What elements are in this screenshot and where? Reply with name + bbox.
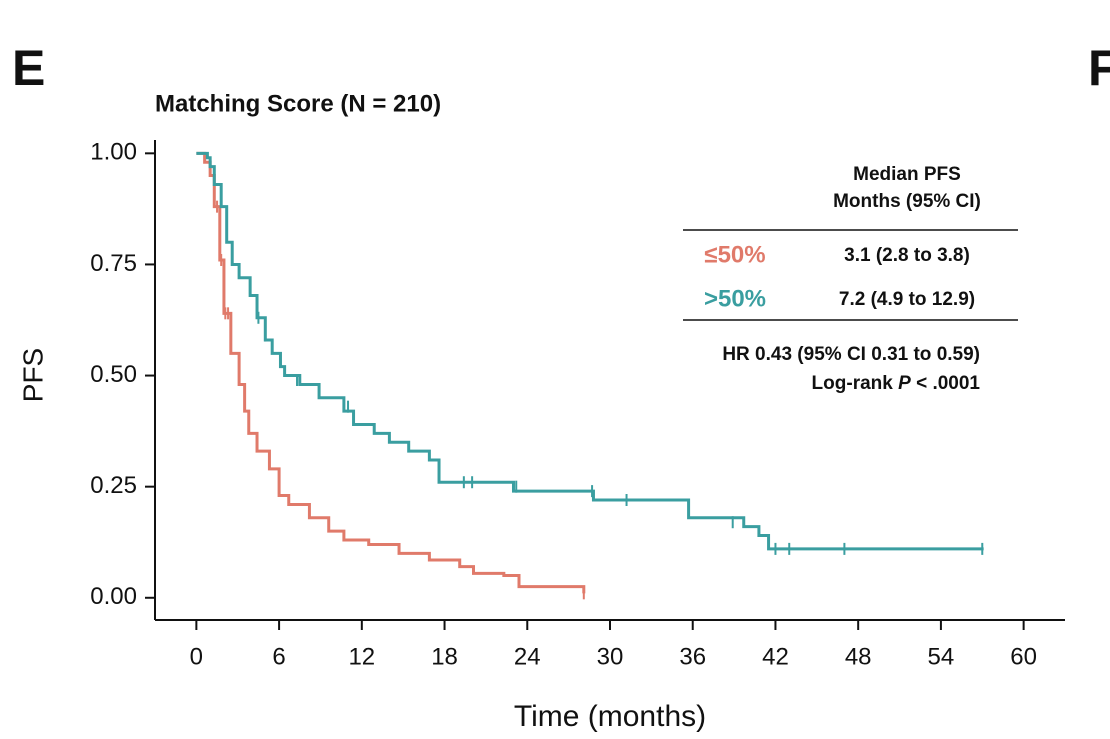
log-rank-suffix: < .0001 — [916, 373, 980, 394]
x-tick-label: 36 — [679, 643, 706, 670]
x-tick-label: 48 — [845, 643, 872, 670]
median-value: 3.1 (2.8 to 3.8) — [844, 245, 970, 266]
table-header: Months (95% CI) — [833, 191, 981, 212]
x-axis-label: Time (months) — [514, 700, 706, 733]
x-tick-label: 0 — [190, 643, 203, 670]
panel-label: F — [1088, 40, 1110, 96]
x-tick-label: 30 — [597, 643, 624, 670]
hr-text: HR 0.43 (95% CI 0.31 to 0.59) — [722, 344, 980, 365]
x-tick-label: 60 — [1010, 643, 1037, 670]
chart-title: Matching Score (N = 210) — [155, 90, 441, 117]
log-rank-p: P — [898, 373, 911, 394]
x-tick-label: 6 — [272, 643, 285, 670]
km-curve — [196, 151, 586, 594]
panel-label: E — [12, 40, 45, 96]
y-tick-label: 0.00 — [90, 583, 137, 610]
x-tick-label: 12 — [348, 643, 375, 670]
log-rank: Log-rank P < .0001 — [812, 373, 981, 394]
x-tick-label: 42 — [762, 643, 789, 670]
median-value: 7.2 (4.9 to 12.9) — [839, 289, 975, 310]
log-rank-prefix: Log-rank — [812, 373, 894, 394]
y-tick-label: 0.75 — [90, 250, 137, 277]
y-tick-label: 1.00 — [90, 139, 137, 166]
km-curve — [196, 151, 984, 551]
y-axis-label: PFS — [17, 348, 48, 402]
y-tick-label: 0.25 — [90, 472, 137, 499]
legend-label: >50% — [704, 285, 766, 312]
y-tick-label: 0.50 — [90, 361, 137, 388]
x-tick-label: 54 — [928, 643, 955, 670]
x-tick-label: 18 — [431, 643, 458, 670]
table-header: Median PFS — [853, 164, 961, 185]
x-tick-label: 24 — [514, 643, 541, 670]
legend-label: ≤50% — [704, 241, 765, 268]
